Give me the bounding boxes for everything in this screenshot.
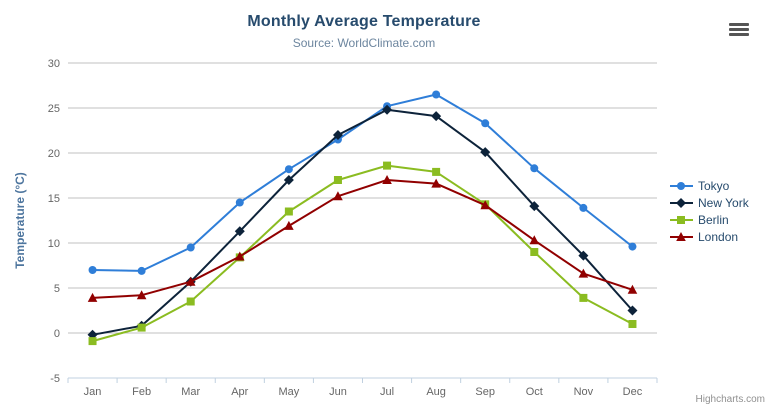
y-axis-label: 10 xyxy=(48,238,60,250)
legend-item-london[interactable]: London xyxy=(670,228,749,245)
y-axis-label: -5 xyxy=(50,373,60,385)
export-menu-button[interactable] xyxy=(727,18,755,40)
legend-label: New York xyxy=(698,195,749,210)
x-axis-label: May xyxy=(278,386,299,398)
series-london[interactable] xyxy=(87,175,638,302)
legend: Tokyo New York Berlin London xyxy=(670,177,749,245)
diamond-legend-marker-icon xyxy=(670,197,693,208)
x-axis-label: Oct xyxy=(526,386,543,398)
x-axis-label: Aug xyxy=(426,386,446,398)
square-legend-marker-icon xyxy=(670,215,693,224)
series-line xyxy=(91,179,634,299)
x-axis-label: Dec xyxy=(623,386,643,398)
x-axis-label: Jan xyxy=(84,386,102,398)
chart-subtitle: Source: WorldClimate.com xyxy=(292,36,436,50)
x-axis-label: Feb xyxy=(132,386,151,398)
y-axis-label: 25 xyxy=(48,103,60,115)
x-axis-label: Jul xyxy=(380,386,394,398)
y-axis-title: Temperature (°C) xyxy=(13,172,27,269)
series-tokyo[interactable] xyxy=(88,90,637,275)
x-axis-label: Apr xyxy=(231,386,248,398)
legend-item-new-york[interactable]: New York xyxy=(670,194,749,211)
y-axis-labels: -5 0 5 10 15 20 25 30 xyxy=(48,58,60,385)
x-axis-label: Jun xyxy=(329,386,347,398)
y-axis-label: 0 xyxy=(54,328,60,340)
legend-label: Tokyo xyxy=(698,178,730,193)
series-line xyxy=(91,93,634,272)
legend-item-tokyo[interactable]: Tokyo xyxy=(670,177,749,194)
y-axis-label: 20 xyxy=(48,148,60,160)
legend-label: London xyxy=(698,229,739,244)
chart-title: Monthly Average Temperature xyxy=(247,13,481,30)
y-axis-label: 15 xyxy=(48,193,60,205)
x-axis xyxy=(67,377,658,383)
y-axis-label: 30 xyxy=(48,58,60,70)
legend-item-berlin[interactable]: Berlin xyxy=(670,211,749,228)
x-axis-label: Mar xyxy=(181,386,200,398)
series-line xyxy=(91,164,634,343)
triangle-legend-marker-icon xyxy=(670,231,693,241)
y-axis-label: 5 xyxy=(54,283,60,295)
series-line xyxy=(91,108,634,336)
x-axis-label: Nov xyxy=(574,386,594,398)
x-axis-labels: Jan Feb Mar Apr May Jun Jul Aug Sep Oct Nov Dec xyxy=(84,386,643,398)
series-new-york[interactable] xyxy=(87,104,638,340)
circle-legend-marker-icon xyxy=(670,181,693,190)
legend-label: Berlin xyxy=(698,212,729,227)
x-axis-label: Sep xyxy=(475,386,495,398)
gridlines xyxy=(68,62,657,334)
highcharts-credits-link[interactable]: Highcharts.com xyxy=(695,394,765,405)
